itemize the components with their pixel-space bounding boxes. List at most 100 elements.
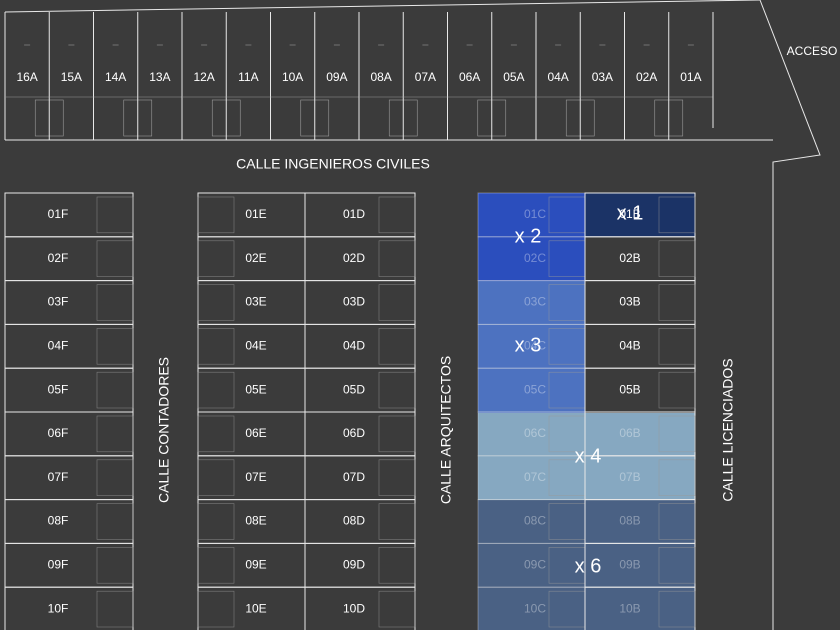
house-detail xyxy=(658,459,696,496)
house-detail xyxy=(197,196,235,234)
lot-label: 05A xyxy=(503,70,524,84)
lot-label: 05D xyxy=(343,382,365,396)
house-detail xyxy=(658,196,696,234)
lot-label: 01F xyxy=(48,207,69,221)
top-boundary xyxy=(4,0,761,13)
lot-label: 01E xyxy=(245,207,266,221)
access-label: ACCESO xyxy=(787,44,838,58)
lot-label: 14A xyxy=(105,70,126,84)
lot-label: 03C xyxy=(524,295,546,309)
lot-label: 08B xyxy=(619,514,640,528)
lot-label: 07C xyxy=(524,470,546,484)
house-detail xyxy=(197,503,235,540)
house-detail xyxy=(197,328,235,365)
house-detail xyxy=(658,240,696,277)
lot-label: 01C xyxy=(524,207,546,221)
house-detail xyxy=(658,547,696,584)
lot-label: 09F xyxy=(48,557,69,571)
lot-label: 05E xyxy=(245,382,266,396)
group-area xyxy=(585,193,695,237)
house-detail xyxy=(96,284,134,321)
lot-label: 07E xyxy=(245,470,266,484)
lot-label: 02A xyxy=(636,70,657,84)
house-detail xyxy=(197,284,235,321)
house-detail xyxy=(378,240,416,277)
lot-label: 09E xyxy=(245,557,266,571)
group-labels: x 1 x 2 x 3 x 4 x 6 xyxy=(515,202,644,577)
lot-label: 06C xyxy=(524,426,546,440)
house-detail xyxy=(378,459,416,496)
lot-label: 03F xyxy=(48,295,69,309)
group-label: x 2 xyxy=(515,225,542,247)
lot-label: 01B xyxy=(619,207,640,221)
house-detail xyxy=(96,371,134,409)
lot-label: 04E xyxy=(245,338,266,352)
house-detail xyxy=(96,503,134,540)
lot-label: 04D xyxy=(343,338,365,352)
lot-label: 04A xyxy=(547,70,568,84)
house-detail xyxy=(658,371,696,409)
lot-label: 02D xyxy=(343,251,365,265)
house-detail xyxy=(197,547,235,584)
house-detail xyxy=(658,590,696,628)
lot-label: 09C xyxy=(524,557,546,571)
lot-label: 06E xyxy=(245,426,266,440)
house-detail xyxy=(96,328,134,365)
house-detail xyxy=(658,503,696,540)
lot-label: 06A xyxy=(459,70,480,84)
house-detail xyxy=(96,459,134,496)
house-detail xyxy=(378,284,416,321)
street-label: CALLE INGENIEROS CIVILES xyxy=(236,156,430,172)
house-detail xyxy=(96,415,134,453)
lot-label: 06F xyxy=(48,426,69,440)
house-detail xyxy=(378,415,416,453)
lot-label: 06D xyxy=(343,426,365,440)
house-detail xyxy=(96,196,134,234)
lot-label: 10D xyxy=(343,601,365,615)
lot-label: 02B xyxy=(619,251,640,265)
house-detail xyxy=(658,415,696,453)
house-detail xyxy=(96,590,134,628)
lot-label: 10C xyxy=(524,601,546,615)
lots: 16A 15A 14A 13A 12A 11A 10A 09A 08A 07A 06A 05A 04A 0… xyxy=(4,0,761,630)
lot-label: 04C xyxy=(524,338,546,352)
lot-label: 03A xyxy=(592,70,613,84)
lot-label: 10E xyxy=(245,601,266,615)
lot-label: 04B xyxy=(619,338,640,352)
lot-label: 02C xyxy=(524,251,546,265)
house-detail xyxy=(197,240,235,277)
group-area xyxy=(478,193,585,281)
lot-label: 02E xyxy=(245,251,266,265)
lot-label: 08C xyxy=(524,514,546,528)
house-detail xyxy=(197,590,235,628)
house-detail xyxy=(378,590,416,628)
boundary xyxy=(759,0,821,630)
lot-label: 01A xyxy=(680,70,701,84)
house-detail xyxy=(197,459,235,496)
group-label: x 6 xyxy=(575,555,602,577)
lot-label: 08D xyxy=(343,514,365,528)
lot-label: 07F xyxy=(48,470,69,484)
house-detail xyxy=(378,328,416,365)
lot-label: 05C xyxy=(524,382,546,396)
house-detail xyxy=(658,328,696,365)
lot-label: 07A xyxy=(415,70,436,84)
lot-label: 09B xyxy=(619,557,640,571)
lot-label: 05B xyxy=(619,382,640,396)
lot-label: 02F xyxy=(48,251,69,265)
house-detail xyxy=(658,284,696,321)
group-area xyxy=(478,281,585,413)
house-detail xyxy=(378,503,416,540)
lot-label: 08A xyxy=(370,70,391,84)
street-label: CALLE ARQUITECTOS xyxy=(438,356,454,504)
lot-label: 15A xyxy=(61,70,82,84)
lot-label: 03D xyxy=(343,295,365,309)
lot-label: 07D xyxy=(343,470,365,484)
lot-label: 05F xyxy=(48,382,69,396)
lot-label: 12A xyxy=(193,70,214,84)
house-detail xyxy=(96,547,134,584)
lot-label: 11A xyxy=(238,70,258,84)
lot-label: 03E xyxy=(245,295,266,309)
